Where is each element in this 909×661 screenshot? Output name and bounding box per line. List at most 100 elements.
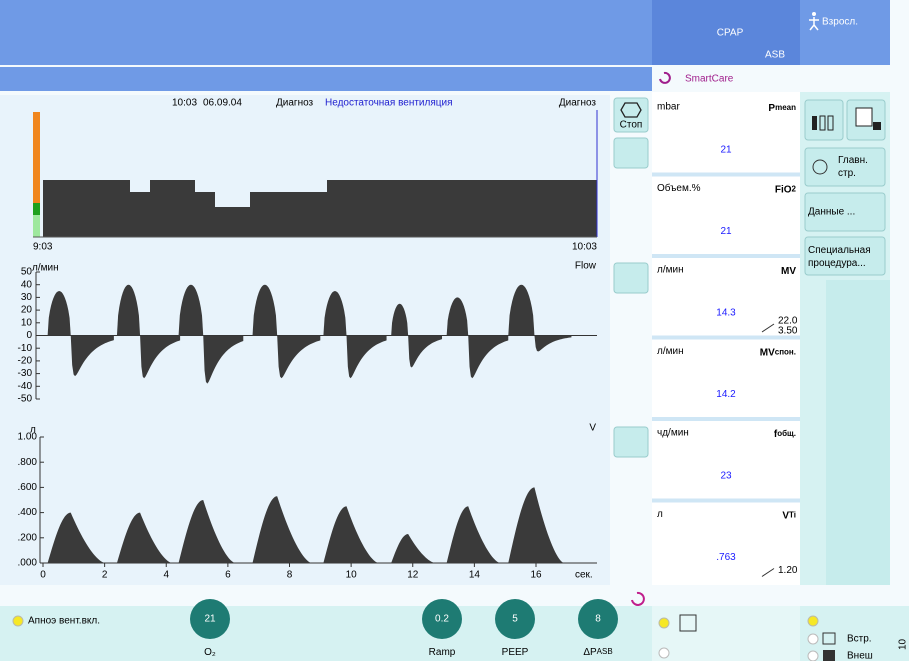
volume-breath	[178, 500, 236, 563]
flow-expiration	[534, 335, 572, 352]
flow-inspiration	[446, 297, 469, 336]
x-tick-label: 8	[287, 570, 293, 581]
setting-value: 8	[595, 614, 601, 625]
param-sub: 2	[792, 185, 797, 194]
trend-end: 10:03	[572, 242, 597, 253]
flow-inspiration	[252, 284, 278, 336]
y-tick-label: 0	[26, 330, 32, 341]
volume-breath	[446, 506, 501, 563]
bottom-mid	[652, 606, 800, 661]
icon	[827, 115, 834, 131]
param-sub: mean	[775, 103, 796, 112]
status-dot	[658, 617, 670, 629]
flow-title: Flow	[575, 261, 597, 272]
x-tick-label: 14	[469, 570, 481, 581]
setting-sub: ASB	[597, 647, 613, 656]
side-strip	[826, 280, 890, 585]
y-tick-label: -20	[18, 356, 33, 367]
y-tick-label: 50	[21, 267, 33, 278]
source: Встр.	[847, 634, 872, 645]
setting-label: O₂	[204, 647, 216, 658]
icon	[819, 115, 826, 131]
limit-icon	[761, 323, 775, 333]
person-icon	[812, 12, 816, 16]
submode: ASB	[765, 50, 785, 61]
flow-expiration	[70, 335, 114, 377]
y-tick-label: 30	[21, 292, 33, 303]
unit: mbar	[657, 102, 680, 113]
status-dot	[807, 650, 819, 661]
param-name: fобщ.	[774, 429, 796, 440]
y-tick-label: 10	[21, 317, 33, 328]
param-sub: спон.	[775, 348, 796, 357]
person-icon	[809, 17, 819, 31]
y-tick-label: 40	[21, 279, 33, 290]
x-tick-label: 0	[40, 570, 46, 581]
x-tick-label: 16	[530, 570, 542, 581]
y-tick-label: -30	[18, 368, 33, 379]
smartcare[interactable]: SmartCare	[685, 74, 734, 85]
param-sub: Ti	[789, 511, 796, 520]
flow-inspiration	[178, 284, 204, 336]
home-icon	[812, 159, 828, 175]
param-value: 14.2	[716, 389, 736, 400]
status-bar	[33, 215, 40, 237]
graph-button[interactable]	[613, 137, 649, 169]
graph-button[interactable]	[613, 262, 649, 294]
setting-label: Ramp	[429, 647, 456, 658]
patient-box	[800, 0, 890, 65]
x-tick-label: 2	[102, 570, 108, 581]
home-button[interactable]	[804, 147, 886, 187]
icon	[679, 614, 697, 632]
icon-button[interactable]	[804, 99, 844, 141]
procedure-button[interactable]	[804, 236, 886, 276]
mode: CPAP	[717, 28, 744, 39]
x-tick-label: 12	[407, 570, 419, 581]
param-name: MV	[781, 266, 796, 277]
y-tick-label: 1.00	[18, 432, 38, 443]
y-tick-label: -40	[18, 381, 33, 392]
unit: л	[657, 509, 663, 520]
y-tick-label: .800	[18, 457, 38, 468]
setting-knob[interactable]	[422, 599, 462, 639]
stop-label: Стоп	[620, 120, 643, 131]
y-tick-label: .000	[18, 558, 38, 569]
data-button[interactable]	[804, 192, 886, 232]
corner-number: 10	[898, 638, 909, 650]
y-tick-label: 20	[21, 305, 33, 316]
volume-breath	[47, 512, 106, 563]
setting-label: Ramp	[429, 647, 456, 658]
graph-buttons	[613, 137, 649, 458]
y-tick-label: .200	[18, 532, 38, 543]
setting-value: 21	[204, 614, 216, 625]
setting-label: ΔP	[583, 647, 597, 658]
stop-icon	[620, 102, 642, 118]
icon	[823, 650, 835, 661]
volume-breath	[323, 506, 379, 563]
setting-knob[interactable]	[578, 599, 618, 639]
unit: л/мин	[657, 346, 684, 357]
flow-inspiration	[47, 291, 71, 336]
volume-breath	[391, 534, 436, 563]
flow-inspiration	[391, 303, 409, 336]
status-dot	[807, 615, 819, 627]
refresh-icon[interactable]	[631, 591, 645, 606]
lock-icon	[873, 122, 881, 130]
setting-knob[interactable]	[190, 599, 230, 639]
param-name: V	[782, 510, 789, 521]
setting-knob[interactable]	[495, 599, 535, 639]
flow-expiration	[277, 335, 321, 379]
graph-button[interactable]	[613, 426, 649, 458]
param-name: f	[774, 429, 778, 440]
limit: 3.50	[778, 326, 798, 337]
setting-label: O₂	[204, 647, 216, 658]
mode-box	[652, 0, 800, 65]
data-label: Данные ...	[808, 207, 855, 218]
volume-unit: л	[30, 425, 36, 436]
x-axis-label: сек.	[575, 570, 593, 581]
flow-expiration	[346, 335, 387, 379]
flow-inspiration	[323, 291, 347, 336]
unit: Объем.%	[657, 182, 701, 194]
status-dot	[807, 633, 819, 645]
